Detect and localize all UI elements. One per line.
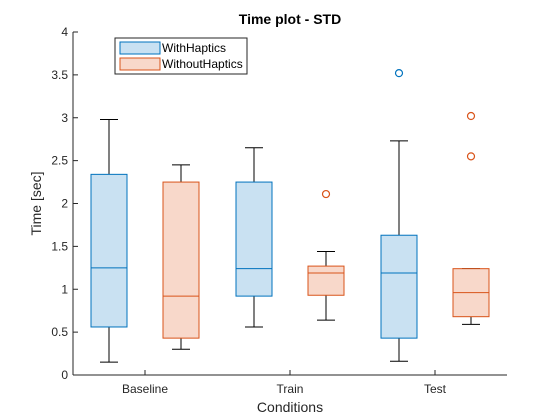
box-withhaptics-train xyxy=(235,147,273,328)
box-withouthaptics-test xyxy=(452,111,490,325)
legend-label-withhaptics: WithHaptics xyxy=(162,41,226,55)
box-iqr xyxy=(235,181,273,297)
plot-area xyxy=(73,32,507,375)
box-iqr xyxy=(90,173,128,328)
x-tick-label: Train xyxy=(277,382,304,396)
y-tick-label: 0.5 xyxy=(51,325,68,339)
box-iqr xyxy=(162,181,200,339)
legend-label-withouthaptics: WithoutHaptics xyxy=(162,57,243,71)
y-tick-label: 2 xyxy=(61,197,68,211)
legend-swatch-withouthaptics xyxy=(119,57,161,71)
box-withhaptics-test xyxy=(380,69,418,362)
box-iqr xyxy=(307,265,345,296)
y-tick-label: 4 xyxy=(61,25,68,39)
box-withouthaptics-train xyxy=(307,189,345,321)
x-tick-label: Baseline xyxy=(122,382,168,396)
outlier-point xyxy=(321,189,331,199)
legend-swatch-withhaptics xyxy=(119,41,161,55)
x-axis-label: Conditions xyxy=(257,399,323,415)
x-tick-label: Test xyxy=(424,382,447,396)
outlier-point xyxy=(394,69,404,78)
boxes-layer xyxy=(90,69,490,363)
y-axis-label: Time [sec] xyxy=(28,171,44,235)
y-tick-label: 3 xyxy=(61,111,68,125)
y-tick-label: 2.5 xyxy=(51,154,68,168)
chart-title: Time plot - STD xyxy=(239,11,341,27)
box-withouthaptics-baseline xyxy=(162,164,200,350)
box-iqr xyxy=(380,234,418,339)
y-tick-label: 3.5 xyxy=(51,68,68,82)
legend: WithHaptics WithoutHaptics xyxy=(114,37,248,75)
box-withhaptics-baseline xyxy=(90,118,128,363)
outlier-point xyxy=(466,152,476,161)
y-tick-label: 0 xyxy=(61,368,68,382)
outlier-point xyxy=(466,111,476,121)
axes-layer: 0 0.5 1 1.5 2 2.5 3 3.5 4 Baseline Train Test xyxy=(51,25,507,396)
y-tick-label: 1 xyxy=(61,282,68,296)
y-tick-label: 1.5 xyxy=(51,239,68,253)
